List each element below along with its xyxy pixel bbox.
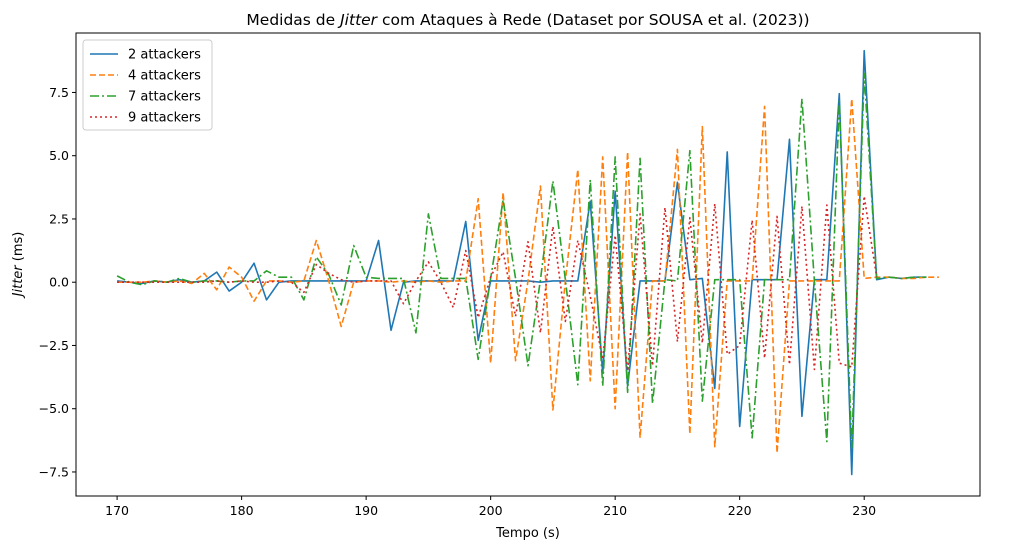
x-tick-label: 170 — [105, 503, 129, 518]
x-tick-label: 220 — [728, 503, 752, 518]
chart-title: Medidas de Jitter com Ataques à Rede (Da… — [246, 11, 809, 29]
axes-frame — [75, 32, 981, 497]
y-axis-label: Jitter (ms) — [11, 232, 26, 300]
x-tick-label: 180 — [230, 503, 254, 518]
legend-label-1: 2 attackers — [128, 48, 201, 63]
y-tick-label: −5.0 — [39, 401, 69, 416]
legend-label-3: 7 attackers — [128, 90, 201, 105]
x-tick-label: 210 — [603, 503, 627, 518]
y-tick-label: 5.0 — [49, 148, 69, 163]
series-layer — [116, 49, 939, 476]
x-axis-label: Tempo (s) — [495, 526, 560, 541]
legend-label-4: 9 attackers — [128, 111, 201, 126]
y-tick-label: 0.0 — [49, 275, 69, 290]
y-tick-label: −2.5 — [39, 338, 69, 353]
legend: 2 attackers 4 attackers 7 attackers 9 attac… — [82, 39, 213, 131]
y-tick-label: 2.5 — [49, 211, 69, 226]
x-tick-label: 190 — [354, 503, 378, 518]
legend-label-2: 4 attackers — [128, 69, 201, 84]
legend-box — [82, 39, 213, 131]
y-tick-label: −7.5 — [39, 464, 69, 479]
x-tick-label: 200 — [479, 503, 503, 518]
x-axis: 170 180 190 200 210 220 230 — [105, 496, 876, 518]
series-line-4 — [117, 195, 878, 372]
y-axis: −7.5 −5.0 −2.5 0.0 2.5 5.0 7.5 — [39, 85, 76, 479]
plot-area — [76, 33, 980, 496]
series-line-3 — [116, 72, 927, 449]
series-line-2 — [117, 97, 939, 454]
x-tick-label: 230 — [852, 503, 876, 518]
y-tick-label: 7.5 — [49, 85, 69, 100]
